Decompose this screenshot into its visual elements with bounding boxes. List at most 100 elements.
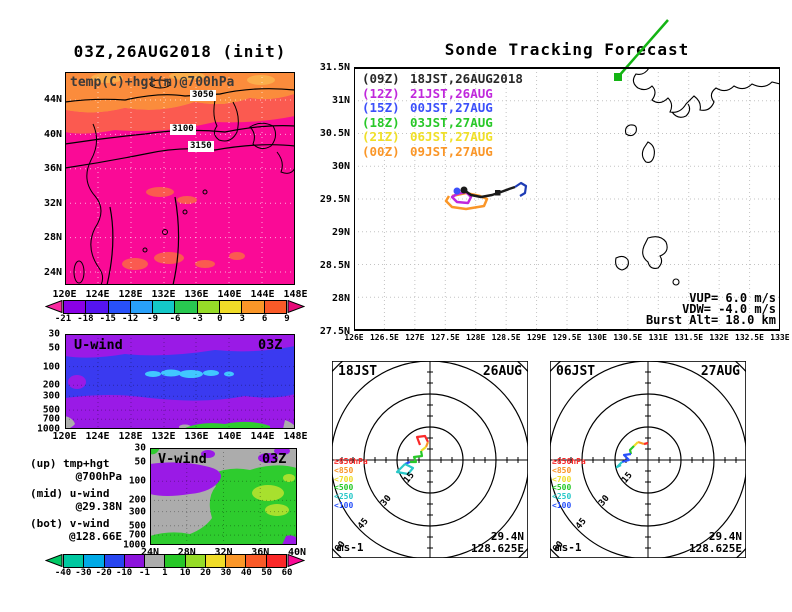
sonde-legend-row: (21Z) 06JST,27AUG xyxy=(362,130,523,145)
lat-tick: 32N xyxy=(214,547,233,558)
lon-tick: 132E xyxy=(709,333,729,342)
pressure-tick: 700 xyxy=(128,529,146,541)
legend-utc-time: (12Z) xyxy=(362,85,400,101)
hodo-2-time: 06JST xyxy=(556,364,596,379)
colorbar-segment xyxy=(242,300,265,313)
track-15z-blue-dot xyxy=(453,187,461,195)
lon-tick: 128E xyxy=(466,333,486,342)
sonde-annotations: VUP= 6.0 m/s VDW= -4.0 m/s Burst Alt= 18… xyxy=(596,291,776,327)
colorbar-segment xyxy=(185,554,206,567)
lon-tick: 133E xyxy=(770,333,790,342)
sonde-gridlines xyxy=(354,68,780,330)
lat-tick: 28.5N xyxy=(319,260,350,271)
lon-tick: 120E xyxy=(52,289,77,300)
colorbar-label: -10 xyxy=(115,568,133,578)
colorbar-segment xyxy=(197,300,221,313)
uwind-time: 03Z xyxy=(258,337,283,353)
lon-tick: 124E xyxy=(85,289,110,300)
colorbar-label: -30 xyxy=(75,568,92,578)
lon-tick: 120E xyxy=(52,431,77,442)
legend-utc-time: (15Z) xyxy=(362,100,400,116)
uwind-lon-axis: 120E 124E 128E 132E 136E 140E 144E 148E xyxy=(48,431,312,442)
lon-tick: 148E xyxy=(283,431,308,442)
lat-tick: 24N xyxy=(43,266,62,278)
lat-tick: 28N xyxy=(331,293,350,304)
lon-tick: 136E xyxy=(184,289,209,300)
contour-label-3100: 3100 xyxy=(170,124,196,135)
hodo-2-lon: 128.625E xyxy=(689,542,742,555)
colorbar-segment xyxy=(175,300,198,313)
lat-tick: 30N xyxy=(331,161,350,172)
sonde-legend-row: (09Z) 18JST,26AUG2018 xyxy=(362,71,523,87)
colorbar-segment xyxy=(84,554,105,567)
temp-fill-orange xyxy=(65,72,295,113)
lon-tick: 128E xyxy=(118,431,143,442)
uwind-plot xyxy=(65,334,295,429)
sonde-time-legend: (09Z) 18JST,26AUG2018 (12Z) 21JST,26AUG (15Z… xyxy=(362,71,523,160)
colorbar-arrow-left xyxy=(45,300,63,313)
pressure-tick: 200 xyxy=(42,379,60,391)
lat-tick: 31.5N xyxy=(319,62,350,73)
temp-warm-patches xyxy=(122,187,245,270)
temp-field-label: temp(C)+hgt(m)@700hPa xyxy=(70,75,235,90)
vup-text: VUP= 6.0 m/s xyxy=(689,291,776,305)
colorbar-segment xyxy=(108,300,131,313)
panel-key-field: (up) tmp+hgt xyxy=(30,457,110,470)
sonde-coastlines xyxy=(615,67,780,286)
sonde-legend-row: (15Z) 00JST,27AUG xyxy=(362,100,523,116)
burst-alt-text: Burst Alt= 18.0 km xyxy=(645,313,776,327)
hodo-legend-item: <850 xyxy=(334,465,354,475)
colorbar-label: -1 xyxy=(139,568,150,578)
lon-tick: 127.5E xyxy=(430,333,460,342)
pressure-tick: 50 xyxy=(48,342,60,354)
track-00z-orange xyxy=(444,191,489,211)
colorbar-segment xyxy=(246,554,267,567)
colorbar-segment xyxy=(145,554,166,567)
uwind-fill-purple-bottom xyxy=(65,394,295,429)
balloon-tracks xyxy=(444,181,528,211)
pressure-tick: 500 xyxy=(42,404,60,416)
colorbar-label: 1 xyxy=(162,568,168,578)
uwind-pressure-axis: 30 50 100 200 300 500 700 1000 xyxy=(36,329,60,435)
colorbar-segment xyxy=(220,300,243,313)
lat-tick: 29.5N xyxy=(319,194,350,205)
lat-tick: 29N xyxy=(331,227,350,238)
vwind-fill-purple xyxy=(150,462,221,496)
lon-tick: 136E xyxy=(184,431,209,442)
uwind-green-patch xyxy=(183,421,270,429)
colorbar-segment xyxy=(64,300,87,313)
pressure-tick: 300 xyxy=(42,390,60,402)
colorbar-segment xyxy=(130,300,154,313)
lat-tick: 30.5N xyxy=(319,128,350,139)
lon-tick: 140E xyxy=(217,289,242,300)
legend-utc-time: (09Z) xyxy=(362,71,400,86)
vwind-gridlines xyxy=(150,448,297,545)
lon-tick: 130E xyxy=(587,333,607,342)
pressure-tick: 500 xyxy=(128,520,146,532)
uwind-fill-purple-top xyxy=(65,334,295,358)
panel-key-field: (bot) v-wind xyxy=(30,517,110,530)
lon-tick: 144E xyxy=(250,289,275,300)
coastlines xyxy=(73,99,295,285)
pressure-tick: 1000 xyxy=(37,423,60,435)
colorbar-label: -18 xyxy=(77,314,94,324)
lon-tick: 130.5E xyxy=(613,333,643,342)
colorbar-segment xyxy=(86,300,109,313)
panel-key-field: (mid) u-wind xyxy=(30,487,110,500)
lat-tick: 27.5N xyxy=(319,326,350,337)
hodo-legend-item: <700 xyxy=(552,474,572,484)
lon-tick: 129E xyxy=(526,333,547,342)
colorbar-segments xyxy=(63,299,287,314)
hodo-1-date: 26AUG xyxy=(482,364,522,379)
lon-tick: 144E xyxy=(250,431,275,442)
contour-label-3150: 3150 xyxy=(188,141,214,152)
lon-tick: 132.5E xyxy=(735,333,764,342)
wind-trace xyxy=(615,440,649,469)
colorbar-label: -6 xyxy=(169,314,181,324)
uwind-label: U-wind xyxy=(74,337,123,353)
colorbar-arrow-right xyxy=(287,554,305,567)
legend-jst-time: 09JST,27AUG xyxy=(410,143,493,159)
lon-tick: 131.5E xyxy=(674,333,704,342)
lat-tick: 32N xyxy=(43,197,62,209)
